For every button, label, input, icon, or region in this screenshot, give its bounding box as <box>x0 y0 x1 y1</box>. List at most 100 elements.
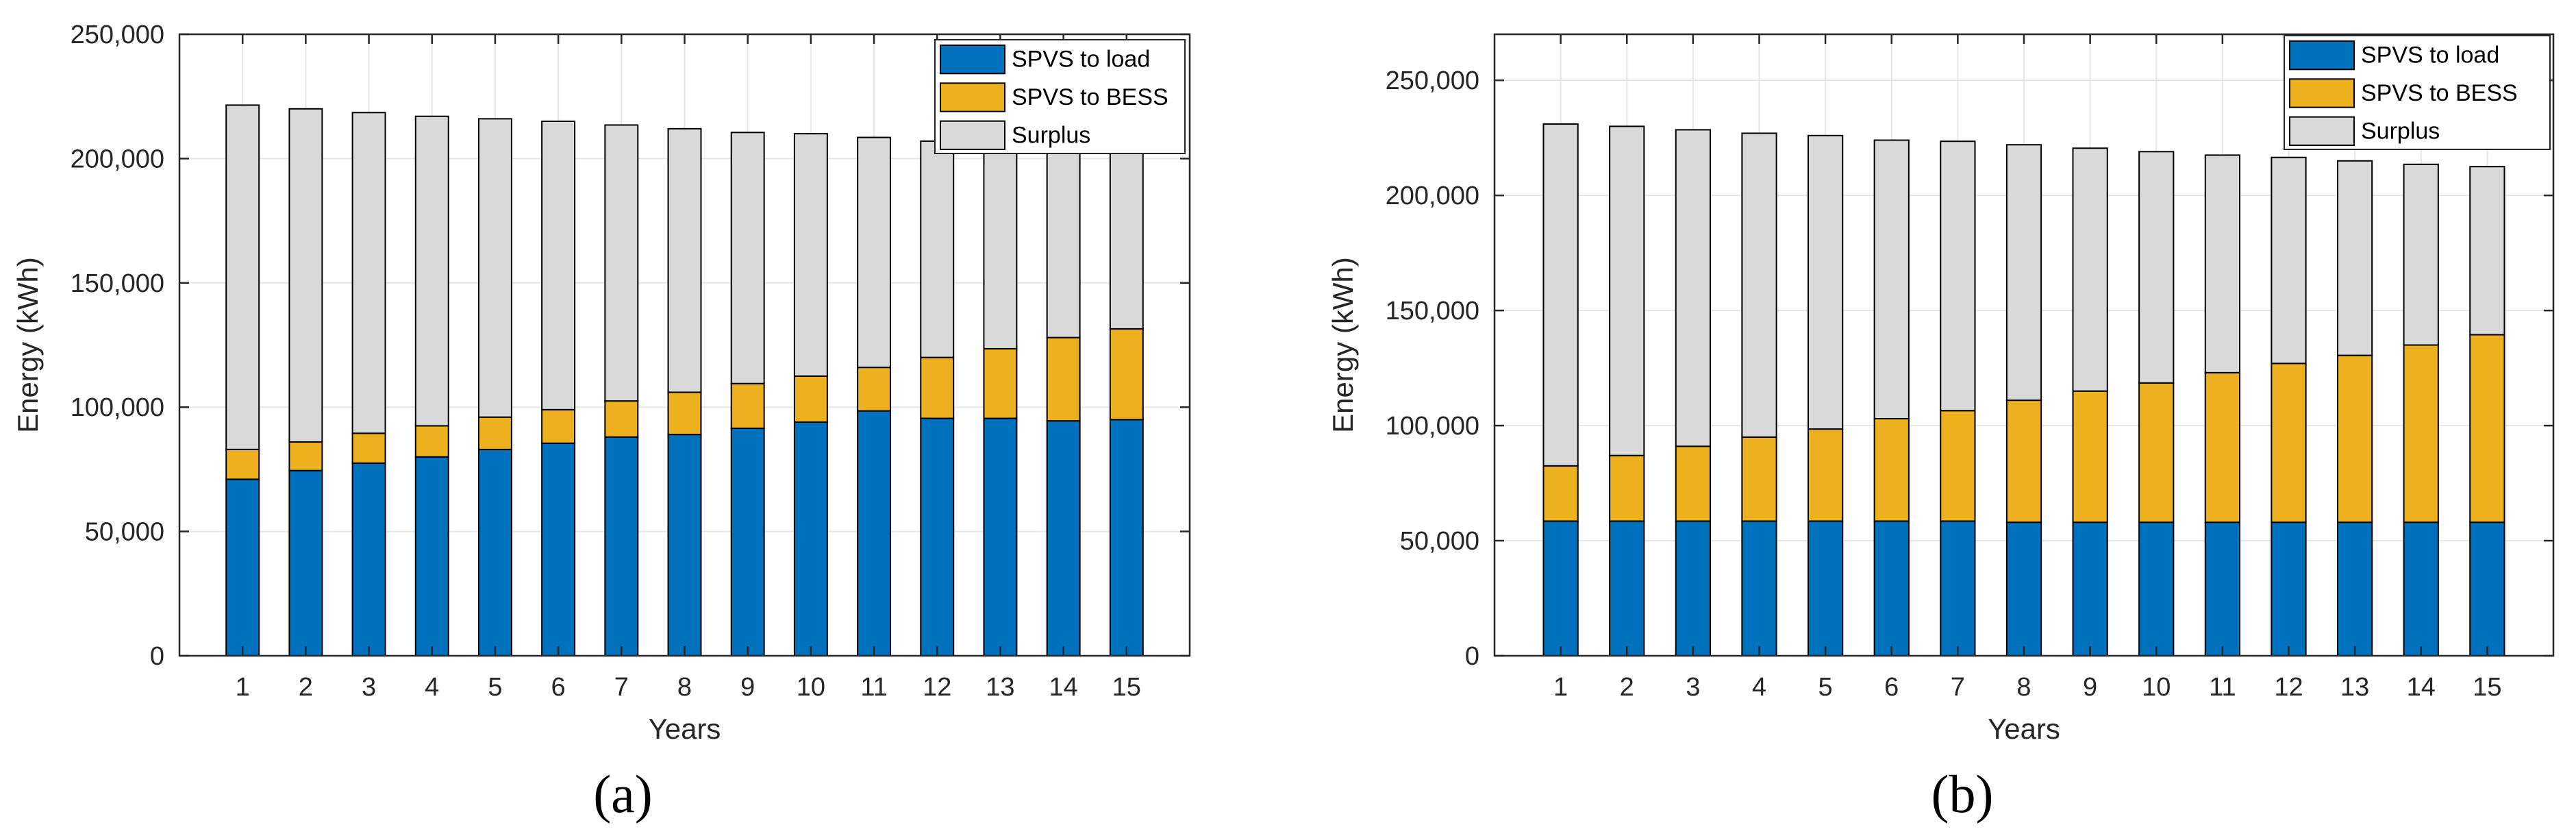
y-tick-label: 250,000 <box>71 21 164 49</box>
bar-bess-year-6 <box>541 408 576 444</box>
bar-surplus-year-12 <box>920 140 955 358</box>
bar-surplus-year-14 <box>1046 147 1081 339</box>
legend-swatch-load <box>940 45 1005 75</box>
x-tick-label: 10 <box>2142 673 2171 702</box>
y-tick-label: 50,000 <box>1400 527 1479 556</box>
bar-surplus-year-5 <box>1808 134 1844 430</box>
bar-load-year-11 <box>857 410 892 657</box>
y-tick-label: 100,000 <box>1386 412 1479 441</box>
x-tick-label: 10 <box>797 673 825 702</box>
bar-load-year-1 <box>1542 520 1579 656</box>
bar-bess-year-14 <box>2403 344 2439 524</box>
x-tick-label: 9 <box>2083 673 2097 702</box>
x-tick-label: 12 <box>923 673 951 702</box>
legend-label-load: SPVS to load <box>1012 47 1150 73</box>
bar-surplus-year-6 <box>1873 139 1910 419</box>
bar-surplus-year-13 <box>2337 160 2373 356</box>
x-tick-label: 5 <box>488 673 502 702</box>
bar-bess-year-2 <box>288 441 323 471</box>
bar-load-year-11 <box>2204 521 2240 656</box>
bar-bess-year-2 <box>1609 454 1645 522</box>
y-axis-label: Energy (kWh) <box>12 257 44 433</box>
bar-surplus-year-5 <box>477 118 512 418</box>
bar-surplus-year-11 <box>857 136 892 369</box>
x-tick-label: 3 <box>362 673 376 702</box>
x-tick-label: 9 <box>740 673 755 702</box>
x-tick-label: 11 <box>2209 673 2236 702</box>
y-tick-label: 250,000 <box>1386 66 1479 95</box>
bar-surplus-year-3 <box>1675 129 1711 447</box>
x-tick-label: 8 <box>2016 673 2031 702</box>
bar-bess-year-5 <box>477 416 512 450</box>
bar-load-year-2 <box>288 469 323 656</box>
x-tick-label: 14 <box>2407 673 2436 702</box>
x-tick-label: 13 <box>2340 673 2369 702</box>
bar-load-year-9 <box>730 428 765 657</box>
bar-bess-year-10 <box>2138 382 2175 524</box>
y-tick-label: 0 <box>1465 642 1479 671</box>
legend-swatch-bess <box>940 82 1005 112</box>
bar-surplus-year-7 <box>604 124 639 402</box>
bar-bess-year-14 <box>1046 336 1081 422</box>
y-tick-label: 200,000 <box>71 145 164 173</box>
x-tick-label: 11 <box>860 673 887 702</box>
bar-bess-year-8 <box>667 391 702 436</box>
x-axis-label: Years <box>649 713 721 745</box>
bar-load-year-13 <box>2337 521 2373 656</box>
bar-surplus-year-8 <box>667 127 702 393</box>
x-tick-label: 7 <box>614 673 629 702</box>
bar-bess-year-13 <box>983 347 1018 419</box>
bar-load-year-10 <box>793 421 828 657</box>
bar-bess-year-10 <box>793 375 828 423</box>
y-tick-label: 200,000 <box>1386 182 1479 210</box>
bar-surplus-year-15 <box>1109 149 1144 330</box>
legend-swatch-surplus <box>940 120 1005 151</box>
x-tick-label: 15 <box>2473 673 2501 702</box>
x-tick-label: 3 <box>1686 673 1700 702</box>
bar-surplus-year-1 <box>225 104 260 450</box>
bar-bess-year-3 <box>1675 445 1711 522</box>
bar-load-year-14 <box>2403 521 2439 656</box>
x-tick-label: 12 <box>2274 673 2303 702</box>
bar-surplus-year-15 <box>2469 166 2505 336</box>
x-tick-label: 7 <box>1951 673 1965 702</box>
bar-surplus-year-2 <box>1609 125 1645 456</box>
bar-surplus-year-4 <box>414 115 449 427</box>
bar-load-year-15 <box>1109 419 1144 657</box>
legend-label-surplus: Surplus <box>1012 122 1090 148</box>
bar-load-year-5 <box>1808 520 1844 656</box>
bar-surplus-year-4 <box>1741 132 1777 438</box>
legend: SPVS to load SPVS to BESS Surplus <box>934 39 1186 154</box>
bar-load-year-9 <box>2072 521 2108 656</box>
bar-surplus-year-14 <box>2403 163 2439 346</box>
bar-load-year-7 <box>604 436 639 657</box>
bar-load-year-12 <box>2271 521 2307 656</box>
x-tick-label: 5 <box>1818 673 1833 702</box>
bar-load-year-4 <box>414 456 449 656</box>
y-tick-label: 150,000 <box>71 269 164 298</box>
bar-bess-year-7 <box>1940 410 1976 522</box>
bar-load-year-13 <box>983 417 1018 656</box>
legend-label-load: SPVS to load <box>2361 42 2499 69</box>
bar-surplus-year-8 <box>2005 144 2042 402</box>
y-tick-label: 0 <box>150 642 164 671</box>
legend-label-bess: SPVS to BESS <box>1012 84 1168 110</box>
x-tick-label: 4 <box>1752 673 1766 702</box>
bar-bess-year-12 <box>2271 362 2307 524</box>
bar-load-year-8 <box>2005 521 2042 656</box>
bar-bess-year-8 <box>2005 399 2042 524</box>
x-tick-label: 1 <box>1553 673 1568 702</box>
bar-surplus-year-6 <box>541 120 576 410</box>
bar-load-year-6 <box>1873 520 1910 656</box>
bar-bess-year-11 <box>857 367 892 412</box>
legend: SPVS to load SPVS to BESS Surplus <box>2284 35 2551 150</box>
bar-bess-year-1 <box>1542 465 1579 522</box>
bar-bess-year-4 <box>1741 436 1777 522</box>
bar-load-year-8 <box>667 434 702 656</box>
bar-surplus-year-7 <box>1940 140 1976 412</box>
x-tick-label: 14 <box>1049 673 1077 702</box>
bar-load-year-12 <box>920 417 955 656</box>
y-tick-label: 50,000 <box>85 518 164 547</box>
bar-surplus-year-2 <box>288 108 323 443</box>
